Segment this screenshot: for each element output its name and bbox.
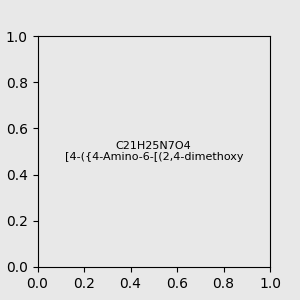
Text: C21H25N7O4
[4-({4-Amino-6-[(2,4-dimethoxy: C21H25N7O4 [4-({4-Amino-6-[(2,4-dimethox…: [64, 141, 243, 162]
